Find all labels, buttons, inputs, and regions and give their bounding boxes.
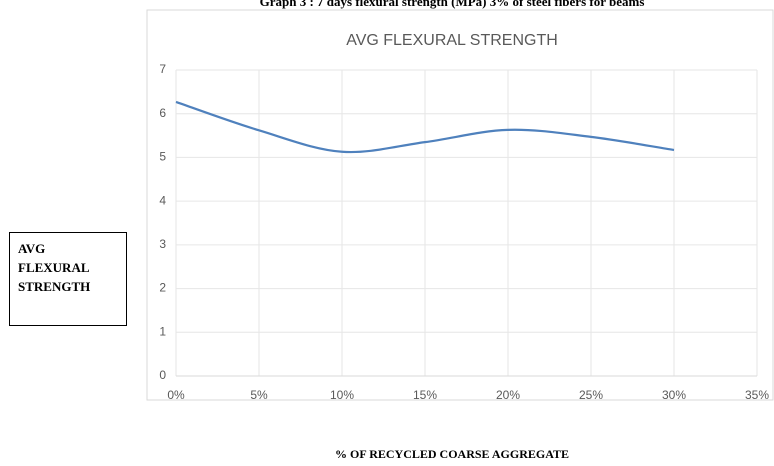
- x-tick-label: 5%: [250, 388, 268, 402]
- x-tick-label: 0%: [167, 388, 185, 402]
- x-tick-label: 15%: [413, 388, 437, 402]
- x-tick-label: 35%: [745, 388, 769, 402]
- y-tick-label: 2: [159, 281, 166, 295]
- y-tick-label: 6: [159, 106, 166, 120]
- data-line: [175, 100, 675, 154]
- x-axis-label: % OF RECYCLED COARSE AGGREGATE: [335, 447, 569, 461]
- y-tick-label: 4: [159, 193, 166, 207]
- x-tick-label: 20%: [496, 388, 520, 402]
- chart-title: AVG FLEXURAL STRENGTH: [346, 32, 558, 49]
- x-tick-label: 10%: [330, 388, 354, 402]
- y-tick-label: 7: [159, 62, 166, 76]
- y-tick-label: 5: [159, 150, 166, 164]
- y-tick-label: 3: [159, 237, 166, 251]
- x-tick-label: 25%: [579, 388, 603, 402]
- y-tick-label: 1: [159, 324, 166, 338]
- y-axis-label: AVG FLEXURAL STRENGTH: [9, 232, 127, 326]
- caption: Graph 3 : 7 days flexural strength (MPa)…: [260, 0, 645, 9]
- x-tick-label: 30%: [662, 388, 686, 402]
- chart-frame: [146, 9, 774, 401]
- y-tick-label: 0: [159, 368, 166, 382]
